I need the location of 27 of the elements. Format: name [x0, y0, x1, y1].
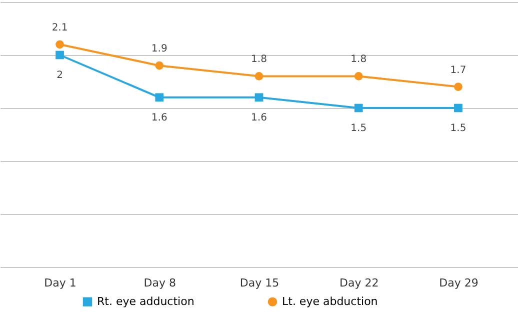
point	[354, 104, 363, 112]
legend-label: Lt. eye abduction	[282, 294, 378, 308]
point	[354, 72, 363, 80]
x-tick-label: Day 15	[240, 276, 280, 290]
point	[56, 40, 64, 49]
point	[254, 93, 264, 102]
legend-label: Rt. eye adduction	[97, 294, 194, 308]
point	[155, 61, 164, 70]
point	[155, 93, 164, 102]
data-label: 1.7	[450, 64, 466, 76]
point	[454, 104, 462, 112]
data-label: 2.1	[52, 22, 68, 34]
data-label: 2	[56, 70, 63, 81]
data-label: 1.6	[151, 112, 168, 124]
x-tick-label: Day 1	[44, 276, 76, 290]
point	[454, 82, 462, 91]
x-tick-label: Day 29	[439, 276, 478, 290]
point	[56, 50, 64, 60]
data-label: 1.6	[251, 112, 267, 124]
x-tick-label: Day 22	[340, 276, 379, 290]
data-label: 1.5	[350, 123, 367, 134]
data-label: 1.8	[350, 54, 367, 66]
data-label: 1.5	[450, 123, 466, 134]
data-label: 1.8	[251, 54, 267, 66]
point	[254, 72, 264, 80]
data-label: 1.9	[151, 44, 168, 55]
x-tick-label: Day 8	[144, 276, 176, 290]
